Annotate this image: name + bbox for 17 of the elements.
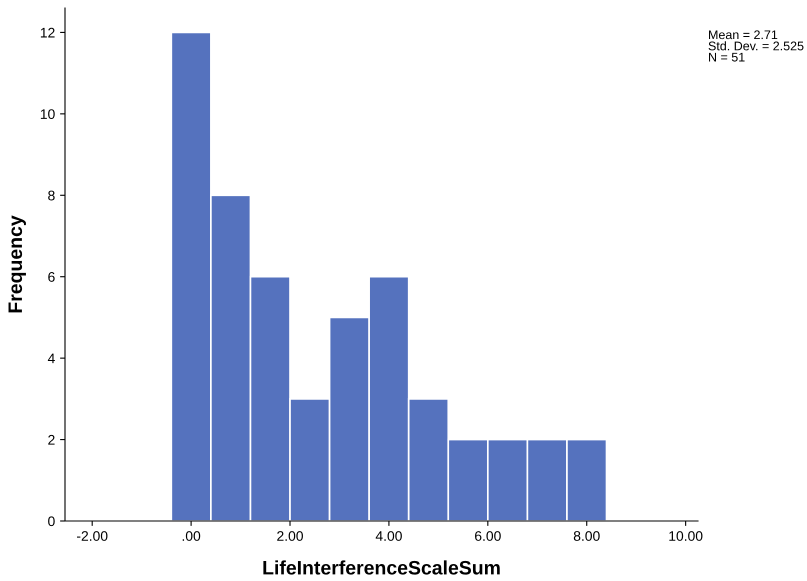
y-tick-label: 8 bbox=[48, 190, 55, 200]
x-tick-label: 4.00 bbox=[376, 531, 402, 541]
x-tick-label: 2.00 bbox=[277, 531, 303, 541]
y-tick-label: 0 bbox=[48, 516, 55, 526]
x-tick-label: 8.00 bbox=[574, 531, 600, 541]
x-axis-title: LifeInterferenceScaleSum bbox=[263, 560, 500, 575]
x-tick-label: -2.00 bbox=[76, 531, 108, 541]
x-tick-label: .00 bbox=[182, 531, 200, 541]
y-tick-label: 10 bbox=[40, 109, 55, 120]
y-tick-label: 12 bbox=[40, 28, 55, 38]
x-tick-label: 10.00 bbox=[669, 531, 702, 541]
y-tick-label: 2 bbox=[48, 434, 55, 445]
text: Mean = 2.71 Std. Dev. = 2.525 N = 51 bbox=[708, 30, 804, 62]
y-axis-title: Frequency bbox=[8, 215, 26, 312]
x-tick-label: 6.00 bbox=[475, 531, 501, 541]
y-tick-label: 6 bbox=[48, 272, 55, 282]
y-tick-label: 4 bbox=[48, 354, 55, 364]
